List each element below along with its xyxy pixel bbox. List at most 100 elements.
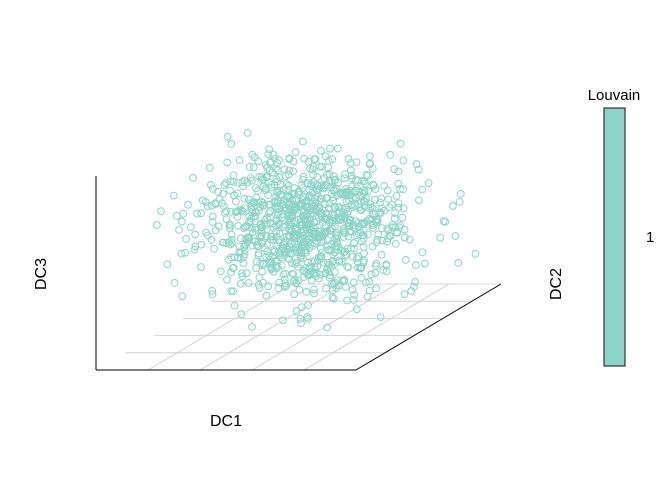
data-point	[228, 239, 236, 248]
data-point	[412, 160, 421, 169]
data-point	[400, 225, 409, 234]
y-axis-label: DC2	[548, 268, 565, 300]
data-point	[418, 248, 427, 257]
data-point	[372, 215, 381, 224]
data-point	[239, 182, 248, 191]
data-point	[377, 194, 386, 203]
data-point	[343, 218, 352, 227]
data-point	[371, 209, 380, 218]
data-point	[234, 178, 243, 187]
data-point	[304, 315, 312, 323]
data-point	[285, 205, 294, 214]
data-point	[238, 207, 247, 216]
data-point	[310, 202, 319, 211]
data-point	[323, 181, 332, 190]
data-point	[346, 228, 354, 236]
data-point	[317, 181, 326, 190]
data-point	[178, 292, 187, 301]
data-point	[260, 201, 268, 209]
data-point	[310, 285, 318, 294]
data-point	[205, 163, 214, 172]
data-point	[289, 270, 298, 279]
data-point	[351, 201, 360, 210]
data-point	[292, 279, 300, 288]
data-point	[263, 213, 271, 222]
data-point	[234, 253, 243, 262]
data-point	[263, 164, 272, 172]
data-point	[471, 250, 480, 258]
data-point	[451, 232, 460, 240]
data-point	[222, 207, 231, 216]
data-point	[208, 286, 217, 295]
data-point	[251, 212, 260, 221]
data-point	[365, 160, 374, 169]
data-point	[392, 191, 401, 200]
data-point	[299, 137, 307, 146]
data-point	[456, 189, 465, 198]
data-point	[291, 148, 300, 157]
data-point	[226, 186, 234, 195]
data-point	[299, 193, 307, 202]
data-point	[329, 186, 338, 195]
data-point	[392, 228, 401, 237]
data-point	[227, 139, 236, 148]
data-point	[277, 261, 286, 270]
data-point	[376, 313, 385, 322]
data-point	[455, 198, 464, 206]
data-point	[208, 218, 217, 227]
data-point	[270, 181, 279, 189]
data-point	[304, 234, 313, 243]
data-point	[227, 268, 235, 277]
data-point	[291, 260, 300, 269]
data-point	[263, 172, 271, 180]
data-point	[189, 174, 197, 182]
data-point	[317, 146, 325, 155]
data-point	[371, 269, 380, 277]
data-point	[366, 152, 374, 161]
data-point	[412, 261, 420, 269]
data-point	[208, 185, 217, 193]
data-point	[244, 233, 253, 242]
data-point	[243, 129, 252, 137]
data-point	[399, 204, 408, 213]
color-key-swatch	[603, 107, 626, 367]
data-point	[309, 170, 318, 179]
data-point	[223, 275, 231, 284]
data-point	[252, 184, 260, 193]
data-point	[320, 214, 329, 223]
data-point	[329, 196, 338, 205]
data-point	[311, 204, 320, 213]
grid-line-x	[251, 283, 398, 371]
data-point	[190, 245, 199, 254]
data-point	[306, 196, 315, 205]
data-point	[355, 187, 364, 196]
data-point	[240, 246, 249, 255]
data-point	[322, 194, 331, 202]
grid-line-x	[147, 283, 294, 371]
data-point	[221, 209, 229, 217]
data-point	[255, 233, 264, 242]
data-point	[276, 180, 285, 189]
data-point	[267, 232, 276, 241]
data-point	[236, 234, 245, 243]
data-point	[324, 242, 332, 250]
data-point	[398, 213, 407, 222]
data-point	[187, 223, 195, 232]
data-point	[396, 139, 405, 148]
data-point	[396, 185, 405, 193]
data-point	[284, 170, 293, 179]
data-point	[284, 181, 293, 190]
data-point	[341, 170, 349, 179]
data-point	[254, 281, 263, 289]
data-point	[407, 287, 416, 295]
data-point	[357, 220, 366, 229]
data-point	[297, 249, 306, 258]
data-point	[360, 186, 369, 195]
data-point	[302, 202, 311, 211]
data-point	[311, 155, 320, 164]
data-point	[383, 224, 392, 233]
data-point	[278, 213, 287, 222]
data-point	[259, 182, 268, 191]
data-point	[239, 224, 248, 233]
data-point	[380, 206, 389, 215]
